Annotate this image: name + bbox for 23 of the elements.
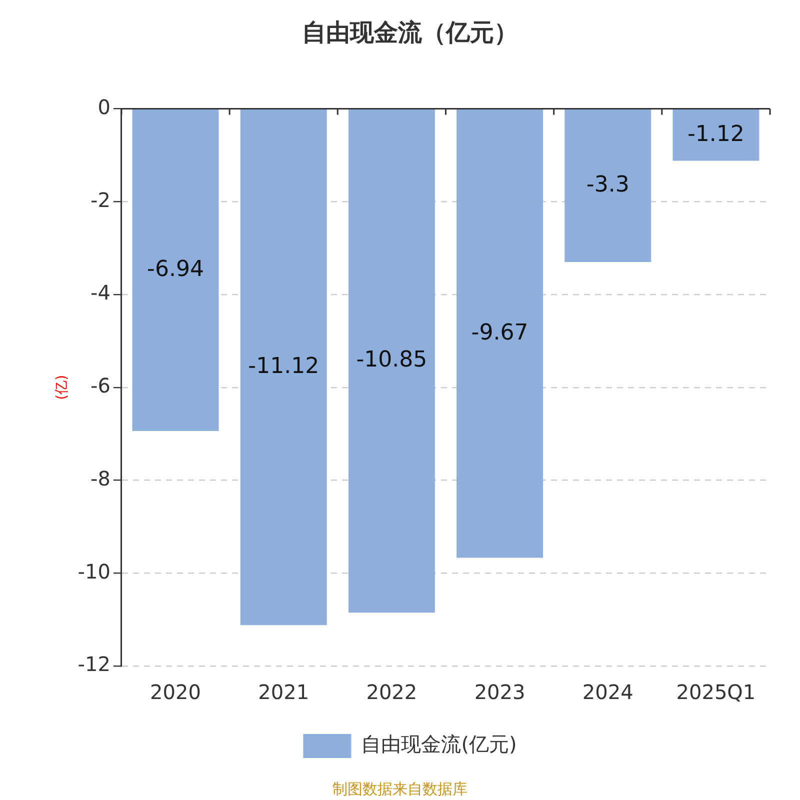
y-tick-label: -4	[90, 280, 110, 305]
y-tick-label: 0	[98, 95, 110, 120]
y-tick-label: -12	[78, 652, 110, 676]
data-label: -6.94	[147, 256, 204, 282]
legend-label: 自由现金流(亿元)	[361, 732, 517, 756]
data-label: -3.3	[586, 172, 630, 198]
text: 制图数据来自数据库	[332, 780, 468, 798]
y-axis-title: (亿)	[54, 374, 70, 400]
x-tick-label: 2021	[258, 680, 310, 704]
x-tick-label: 2025Q1	[676, 680, 756, 704]
data-label: -11.12	[248, 354, 320, 379]
x-tick-label: 2023	[474, 680, 526, 704]
data-label: -10.85	[356, 348, 428, 373]
data-label: -9.67	[471, 320, 528, 346]
y-tick-label: -10	[78, 559, 110, 584]
x-tick-label: 2020	[150, 680, 201, 704]
y-tick-label: -6	[90, 374, 110, 398]
y-tick-label: -2	[90, 188, 110, 212]
chart-title: 自由现金流（亿元）	[302, 18, 518, 47]
x-tick-label: 2024	[582, 680, 634, 704]
y-tick-label: -8	[90, 466, 110, 490]
x-tick-label: 2022	[366, 680, 418, 704]
data-label: -1.12	[687, 122, 744, 147]
